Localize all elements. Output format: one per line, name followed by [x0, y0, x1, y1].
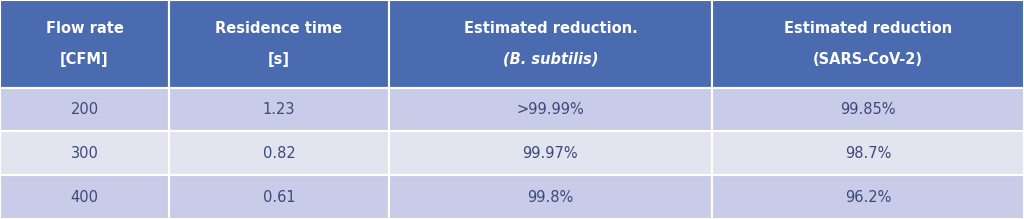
- Text: >99.99%: >99.99%: [516, 102, 585, 117]
- Text: [CFM]: [CFM]: [60, 52, 109, 67]
- Text: Flow rate: Flow rate: [45, 21, 124, 36]
- Text: (SARS-CoV-2): (SARS-CoV-2): [813, 52, 923, 67]
- Bar: [0, 88, 169, 131]
- Bar: [169, 131, 389, 175]
- Text: 96.2%: 96.2%: [845, 190, 891, 205]
- Bar: [169, 88, 389, 131]
- Text: 0.82: 0.82: [263, 146, 295, 161]
- Text: 99.8%: 99.8%: [527, 190, 573, 205]
- Bar: [0, 175, 169, 219]
- Bar: [712, 175, 1024, 219]
- Text: 300: 300: [71, 146, 98, 161]
- Text: [s]: [s]: [268, 52, 290, 67]
- Bar: [169, 0, 389, 88]
- Bar: [712, 88, 1024, 131]
- Bar: [389, 88, 712, 131]
- Text: 0.61: 0.61: [263, 190, 295, 205]
- Bar: [712, 131, 1024, 175]
- Bar: [389, 0, 712, 88]
- Bar: [712, 0, 1024, 88]
- Text: 400: 400: [71, 190, 98, 205]
- Bar: [389, 131, 712, 175]
- Bar: [389, 175, 712, 219]
- Bar: [0, 0, 169, 88]
- Text: Estimated reduction.: Estimated reduction.: [464, 21, 637, 36]
- Text: 1.23: 1.23: [263, 102, 295, 117]
- Text: Residence time: Residence time: [215, 21, 343, 36]
- Text: 99.97%: 99.97%: [522, 146, 579, 161]
- Text: 98.7%: 98.7%: [845, 146, 891, 161]
- Bar: [0, 131, 169, 175]
- Text: Estimated reduction: Estimated reduction: [783, 21, 952, 36]
- Bar: [169, 175, 389, 219]
- Text: 99.85%: 99.85%: [840, 102, 896, 117]
- Text: 200: 200: [71, 102, 98, 117]
- Text: (B. subtilis): (B. subtilis): [503, 52, 598, 67]
